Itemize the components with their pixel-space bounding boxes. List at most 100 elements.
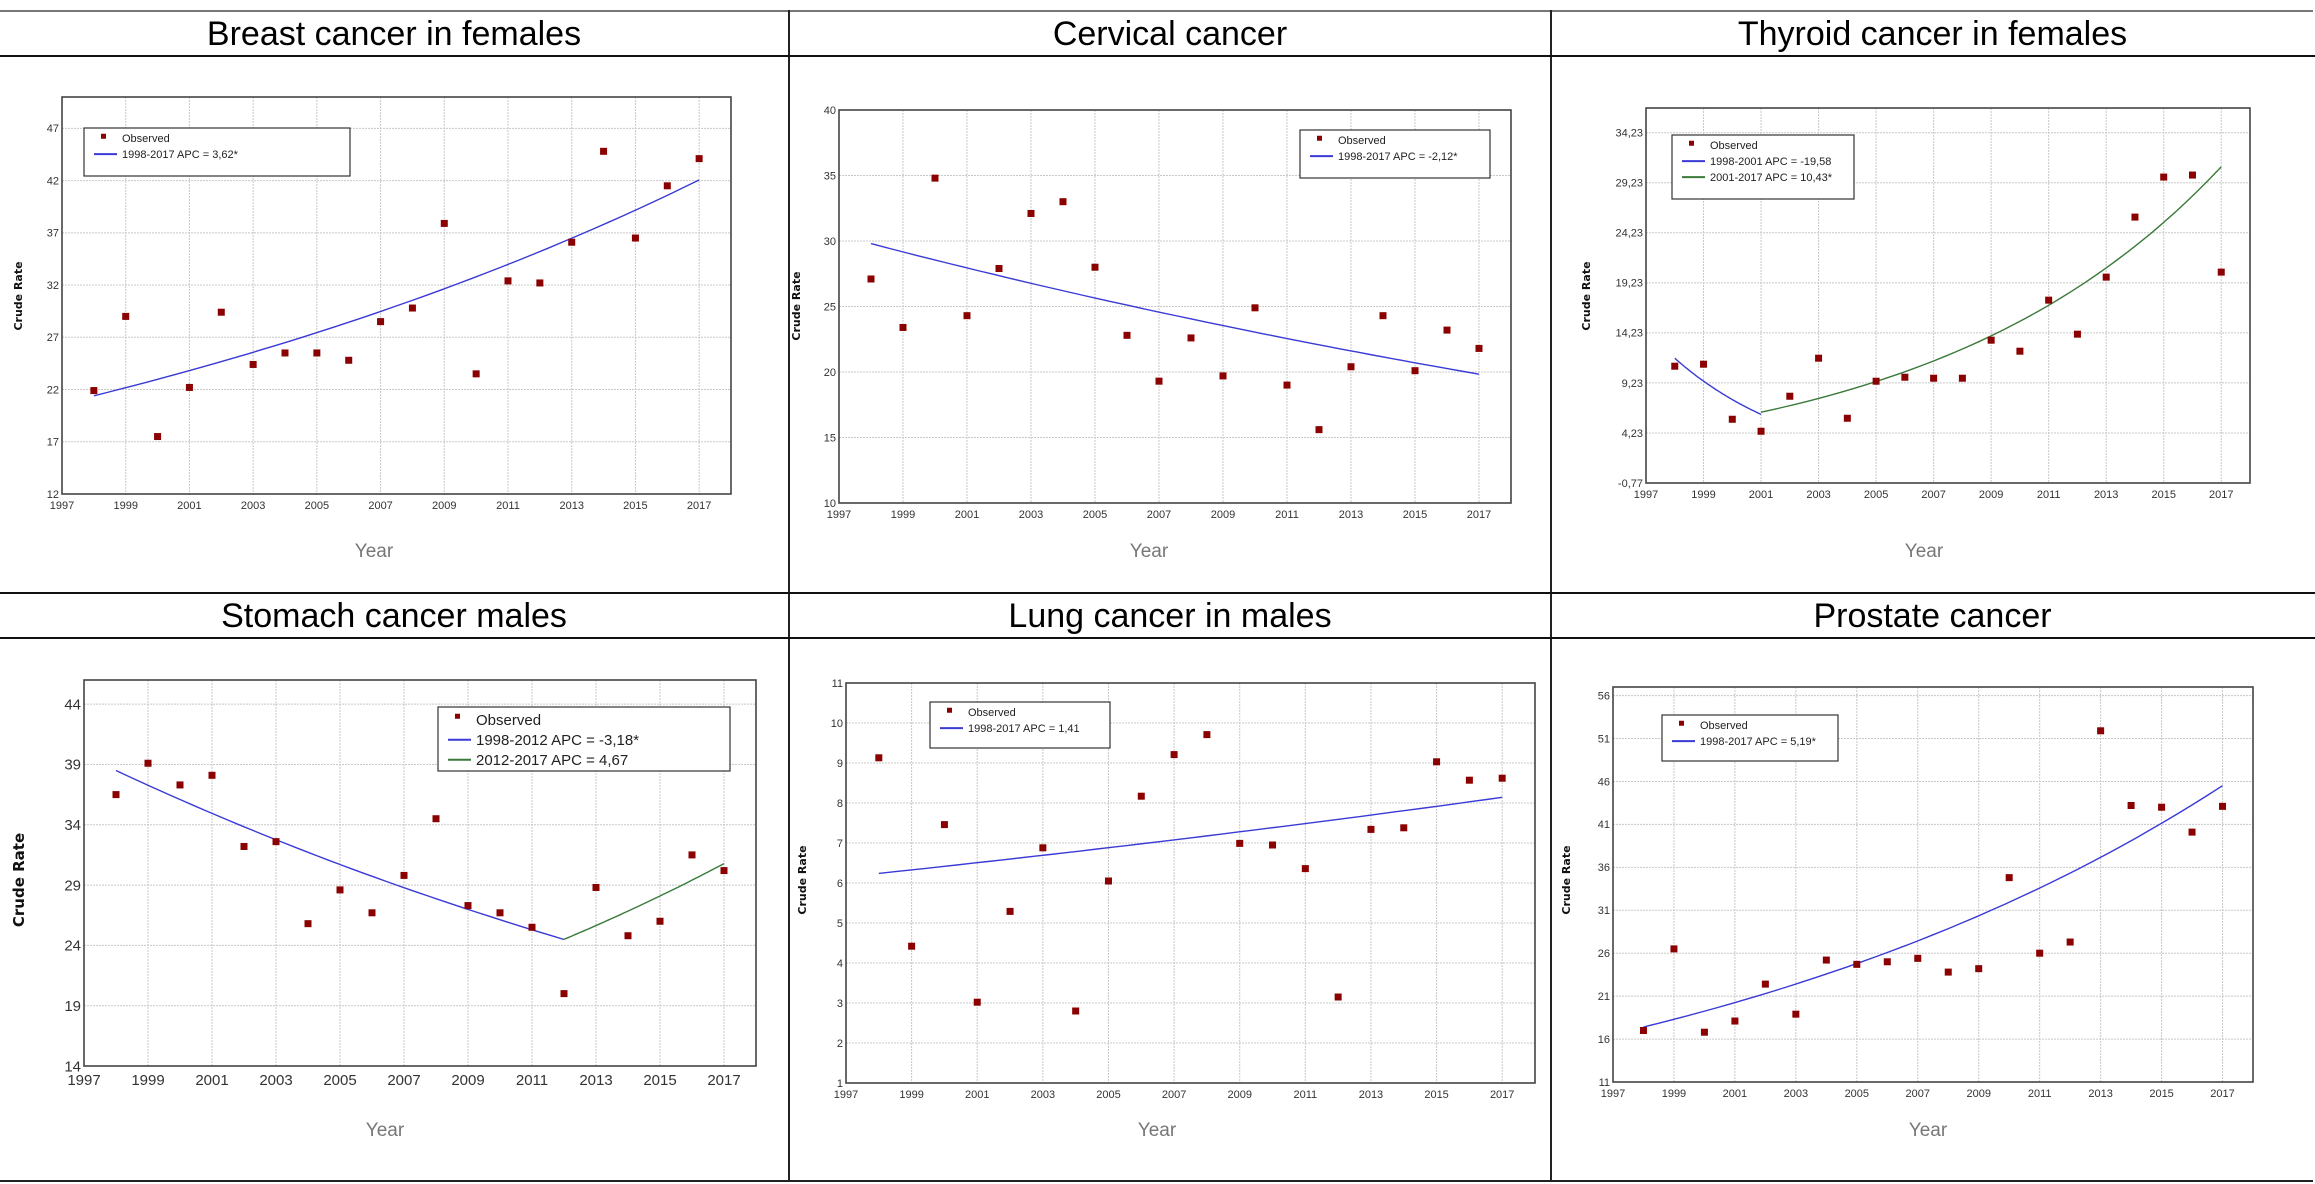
legend-box [437, 706, 731, 772]
y-tick-label: 14 [64, 1058, 81, 1075]
y-tick-label: 10 [824, 498, 836, 510]
observed-point [440, 219, 448, 227]
observed-point [1914, 954, 1922, 962]
observed-point [867, 275, 875, 283]
legend-observed-label: Observed [122, 133, 170, 145]
y-tick-label: 3 [837, 998, 843, 1010]
x-tick-label: 2013 [579, 1072, 612, 1089]
observed-point [1137, 792, 1145, 800]
observed-point [2045, 296, 2053, 304]
y-axis-label: Crude Rate [796, 845, 809, 914]
observed-point [504, 277, 512, 285]
observed-point [1072, 1007, 1080, 1015]
observed-point [663, 182, 671, 190]
observed-point [176, 781, 184, 789]
x-tick-label: 1997 [50, 500, 74, 512]
observed-point [1757, 427, 1765, 435]
y-tick-label: 21 [1598, 991, 1610, 1003]
legend-observed-label: Observed [1710, 140, 1758, 152]
observed-point [1301, 865, 1309, 873]
y-tick-label: 7 [837, 838, 843, 850]
legend-segment-label: 2001-2017 APC = 10,43* [1710, 172, 1833, 184]
legend-segment-label: 1998-2001 APC = -19,58 [1710, 156, 1831, 168]
observed-point [2097, 727, 2105, 735]
observed-point [1170, 751, 1178, 759]
x-tick-label: 1999 [113, 500, 137, 512]
y-tick-label: 24,23 [1615, 228, 1643, 240]
observed-point [528, 923, 536, 931]
x-tick-label: 2017 [1490, 1089, 1514, 1101]
y-tick-label: 9,23 [1622, 378, 1643, 390]
x-tick-label: 2015 [643, 1072, 676, 1089]
y-tick-label: 11 [832, 678, 843, 690]
y-tick-label: 20 [824, 367, 836, 379]
observed-point [1883, 958, 1891, 966]
x-tick-label: 2013 [2088, 1088, 2112, 1100]
observed-point [1761, 980, 1769, 988]
observed-point [973, 998, 981, 1006]
observed-point [1728, 415, 1736, 423]
chart-title: Thyroid cancer in females [1737, 15, 2128, 53]
observed-point [1433, 758, 1441, 766]
y-tick-label: 11 [1599, 1077, 1610, 1089]
x-tick-label: 1999 [131, 1072, 164, 1089]
y-axis-label: Crude Rate [1580, 261, 1593, 330]
trend-line [563, 862, 725, 940]
observed-point [1203, 731, 1211, 739]
x-tick-label: 2011 [1275, 509, 1299, 521]
x-tick-label: 2013 [559, 500, 583, 512]
observed-point [1367, 825, 1375, 833]
x-tick-label: 2017 [687, 500, 711, 512]
legend-observed-marker [1689, 140, 1694, 146]
observed-point [899, 323, 907, 331]
observed-point [908, 942, 916, 950]
x-tick-label: 2005 [1864, 489, 1888, 501]
observed-point [1411, 367, 1419, 375]
x-tick-label: 2011 [516, 1072, 548, 1089]
observed-point [720, 867, 728, 875]
observed-point [2036, 949, 2044, 957]
y-tick-label: 15 [824, 432, 836, 444]
observed-point [1700, 360, 1708, 368]
chart-title: Stomach cancer males [221, 597, 567, 635]
x-tick-label: 2007 [1147, 509, 1171, 521]
observed-point [624, 932, 632, 940]
observed-point [90, 387, 98, 395]
y-axis-label: Crude Rate [12, 261, 25, 330]
observed-point [281, 349, 289, 357]
trend-line [870, 242, 1480, 375]
observed-point [1731, 1017, 1739, 1025]
observed-point [368, 909, 376, 917]
observed-point [600, 147, 608, 155]
panel-cervical-title: Cervical cancer [790, 12, 1550, 57]
observed-point [2102, 273, 2110, 281]
chart-title: Lung cancer in males [1008, 597, 1332, 635]
plot-frame [838, 109, 1512, 504]
trend-line [93, 179, 700, 397]
y-tick-label: 36 [1598, 862, 1610, 874]
legend-observed-marker [947, 707, 952, 713]
chart-stomach: 1997 1999 2001 2003 2005 2007 2009 2011 2013 2015… [10, 679, 757, 1141]
x-tick-label: 2009 [451, 1072, 484, 1089]
y-tick-label: 14,23 [1615, 328, 1643, 340]
x-tick-label: 2013 [1339, 509, 1363, 521]
observed-point [940, 821, 948, 829]
observed-point [1155, 377, 1163, 385]
observed-point [560, 990, 568, 998]
observed-point [1104, 877, 1112, 885]
legend-box [1299, 129, 1491, 179]
x-tick-label: 2015 [2151, 489, 2175, 501]
observed-point [1792, 1010, 1800, 1018]
observed-point [1334, 993, 1342, 1001]
observed-point [1091, 263, 1099, 271]
legend-observed-marker [1317, 135, 1322, 141]
observed-point [1498, 774, 1506, 782]
legend-observed-label: Observed [1338, 135, 1386, 147]
y-tick-label: 41 [1598, 819, 1610, 831]
legend-box [83, 127, 351, 177]
observed-point [1027, 209, 1035, 217]
legend-segment-label: 1998-2017 APC = 1,41 [968, 723, 1080, 735]
observed-point [2188, 171, 2196, 179]
observed-point [1843, 414, 1851, 422]
